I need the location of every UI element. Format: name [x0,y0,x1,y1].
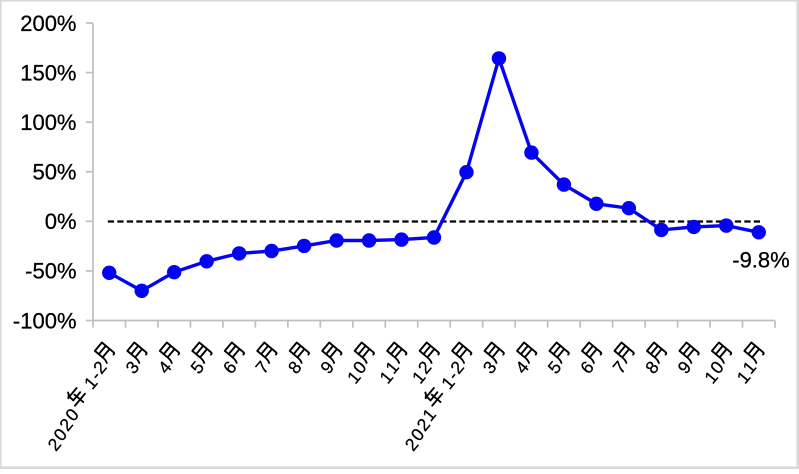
svg-text:-100%: -100% [13,308,77,333]
svg-text:150%: 150% [20,60,76,85]
svg-text:50%: 50% [32,160,76,185]
svg-text:100%: 100% [20,110,76,135]
svg-text:0%: 0% [45,209,77,234]
svg-text:-50%: -50% [25,259,76,284]
svg-text:-9.8%: -9.8% [732,248,789,273]
svg-text:200%: 200% [20,11,76,36]
